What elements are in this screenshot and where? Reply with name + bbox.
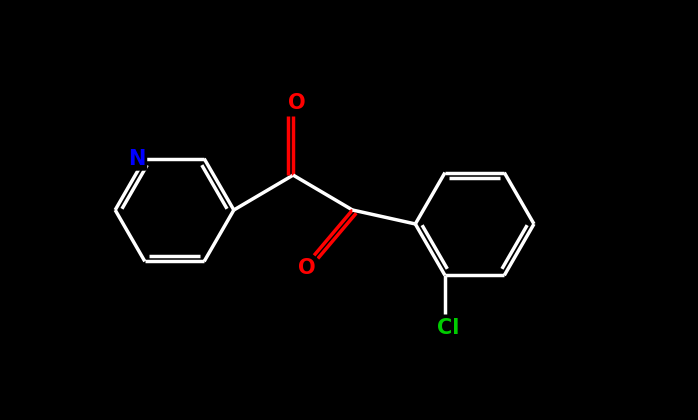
Text: Cl: Cl: [437, 318, 460, 338]
Text: O: O: [288, 93, 306, 113]
Text: N: N: [128, 149, 145, 168]
Text: O: O: [298, 258, 316, 278]
